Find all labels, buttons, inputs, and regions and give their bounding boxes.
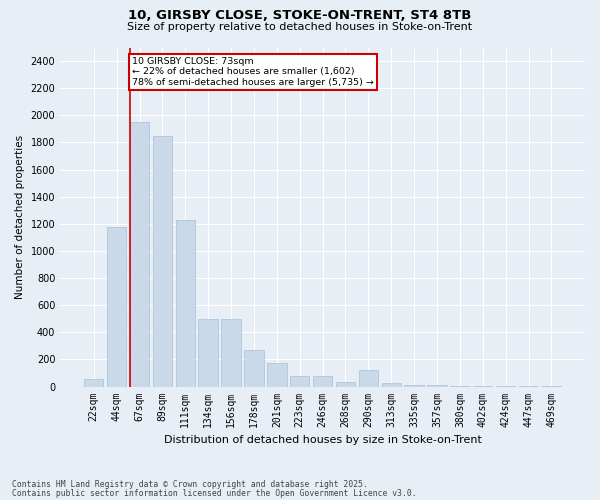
Bar — [336, 382, 355, 386]
Bar — [359, 370, 378, 386]
Bar — [199, 318, 218, 386]
Text: Contains HM Land Registry data © Crown copyright and database right 2025.: Contains HM Land Registry data © Crown c… — [12, 480, 368, 489]
Text: Contains public sector information licensed under the Open Government Licence v3: Contains public sector information licen… — [12, 488, 416, 498]
Y-axis label: Number of detached properties: Number of detached properties — [15, 135, 25, 299]
Text: 10 GIRSBY CLOSE: 73sqm
← 22% of detached houses are smaller (1,602)
78% of semi-: 10 GIRSBY CLOSE: 73sqm ← 22% of detached… — [132, 57, 374, 87]
X-axis label: Distribution of detached houses by size in Stoke-on-Trent: Distribution of detached houses by size … — [164, 435, 482, 445]
Bar — [382, 383, 401, 386]
Bar — [84, 379, 103, 386]
Bar — [176, 220, 195, 386]
Bar — [107, 227, 127, 386]
Bar — [152, 136, 172, 386]
Bar — [267, 364, 287, 386]
Bar — [130, 122, 149, 386]
Bar — [244, 350, 263, 387]
Bar — [313, 376, 332, 386]
Bar — [221, 318, 241, 386]
Text: Size of property relative to detached houses in Stoke-on-Trent: Size of property relative to detached ho… — [127, 22, 473, 32]
Text: 10, GIRSBY CLOSE, STOKE-ON-TRENT, ST4 8TB: 10, GIRSBY CLOSE, STOKE-ON-TRENT, ST4 8T… — [128, 9, 472, 22]
Bar — [290, 376, 310, 386]
